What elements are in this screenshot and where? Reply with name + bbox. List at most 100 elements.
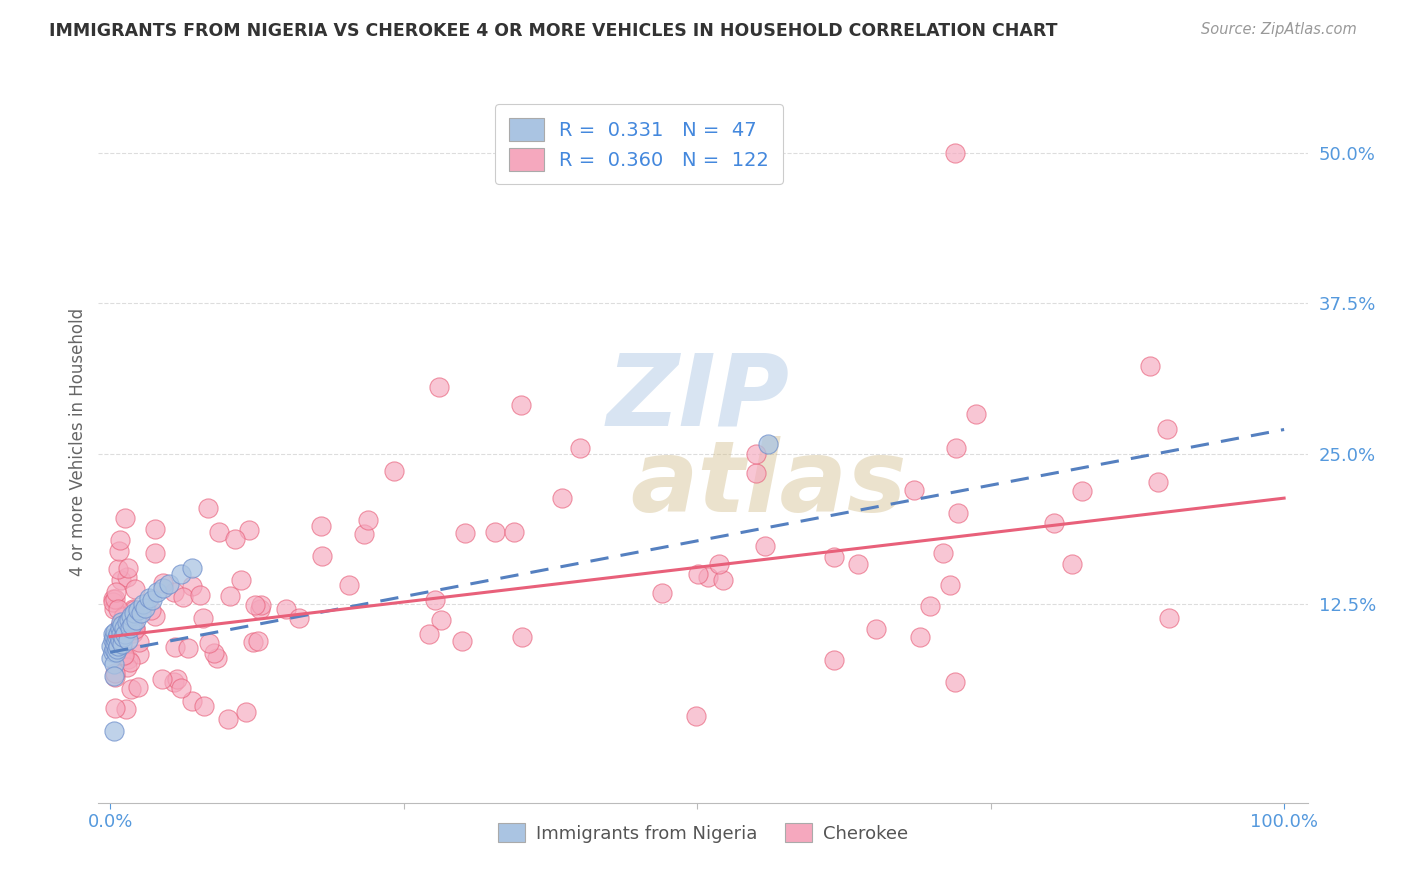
- Point: [418, 627, 440, 641]
- Point: [756, 437, 779, 451]
- Point: [169, 567, 191, 582]
- Point: [193, 610, 215, 624]
- Point: [107, 601, 129, 615]
- Point: [846, 558, 869, 572]
- Point: [104, 592, 127, 607]
- Point: [172, 590, 194, 604]
- Point: [229, 573, 252, 587]
- Point: [903, 483, 925, 497]
- Point: [121, 601, 143, 615]
- Point: [115, 702, 138, 716]
- Text: IMMIGRANTS FROM NIGERIA VS CHEROKEE 4 OR MORE VEHICLES IN HOUSEHOLD CORRELATION : IMMIGRANTS FROM NIGERIA VS CHEROKEE 4 OR…: [49, 22, 1057, 40]
- Point: [1139, 359, 1161, 373]
- Point: [118, 655, 141, 669]
- Point: [103, 591, 125, 606]
- Point: [139, 603, 162, 617]
- Point: [274, 602, 297, 616]
- Point: [197, 501, 219, 516]
- Point: [152, 582, 174, 596]
- Point: [101, 627, 124, 641]
- Point: [132, 597, 155, 611]
- Point: [138, 591, 160, 606]
- Point: [110, 573, 132, 587]
- Point: [112, 648, 135, 662]
- Point: [103, 723, 125, 738]
- Point: [128, 634, 150, 648]
- Point: [103, 657, 125, 672]
- Point: [685, 709, 707, 723]
- Point: [249, 602, 271, 616]
- Point: [118, 613, 141, 627]
- Point: [288, 611, 311, 625]
- Point: [357, 513, 380, 527]
- Point: [425, 593, 447, 607]
- Point: [945, 145, 967, 160]
- Point: [103, 630, 125, 644]
- Point: [107, 627, 129, 641]
- Point: [117, 561, 139, 575]
- Point: [110, 627, 132, 641]
- Point: [246, 634, 269, 648]
- Point: [128, 647, 150, 661]
- Point: [104, 700, 127, 714]
- Point: [111, 609, 134, 624]
- Point: [551, 491, 574, 506]
- Point: [104, 665, 127, 680]
- Point: [120, 609, 142, 624]
- Point: [242, 635, 264, 649]
- Point: [865, 622, 887, 636]
- Point: [217, 712, 239, 726]
- Point: [1071, 483, 1094, 498]
- Point: [166, 672, 188, 686]
- Point: [250, 598, 273, 612]
- Point: [105, 645, 128, 659]
- Point: [124, 623, 146, 637]
- Point: [697, 570, 720, 584]
- Point: [143, 546, 166, 560]
- Point: [105, 641, 128, 656]
- Point: [107, 633, 129, 648]
- Point: [110, 615, 132, 630]
- Point: [651, 586, 673, 600]
- Point: [150, 673, 173, 687]
- Y-axis label: 4 or more Vehicles in Household: 4 or more Vehicles in Household: [69, 308, 87, 575]
- Point: [122, 626, 145, 640]
- Point: [1043, 516, 1066, 531]
- Point: [107, 639, 129, 653]
- Point: [510, 398, 533, 412]
- Point: [112, 648, 135, 663]
- Point: [190, 588, 212, 602]
- Point: [181, 561, 204, 575]
- Point: [823, 549, 845, 564]
- Point: [129, 606, 152, 620]
- Point: [224, 533, 246, 547]
- Point: [124, 603, 146, 617]
- Point: [205, 651, 228, 665]
- Point: [100, 639, 122, 653]
- Point: [177, 640, 200, 655]
- Point: [484, 525, 506, 540]
- Point: [180, 694, 202, 708]
- Point: [110, 619, 132, 633]
- Point: [945, 441, 967, 455]
- Point: [143, 522, 166, 536]
- Point: [100, 651, 122, 665]
- Point: [711, 573, 734, 587]
- Point: [121, 617, 143, 632]
- Point: [115, 570, 138, 584]
- Point: [1156, 423, 1178, 437]
- Point: [127, 681, 149, 695]
- Point: [1060, 558, 1083, 572]
- Point: [105, 633, 128, 648]
- Point: [353, 527, 375, 541]
- Point: [754, 539, 776, 553]
- Point: [115, 615, 138, 630]
- Point: [946, 506, 969, 520]
- Point: [124, 621, 146, 635]
- Point: [169, 681, 191, 696]
- Point: [101, 595, 124, 609]
- Point: [107, 562, 129, 576]
- Point: [218, 589, 240, 603]
- Point: [117, 660, 139, 674]
- Legend: Immigrants from Nigeria, Cherokee: Immigrants from Nigeria, Cherokee: [489, 814, 917, 852]
